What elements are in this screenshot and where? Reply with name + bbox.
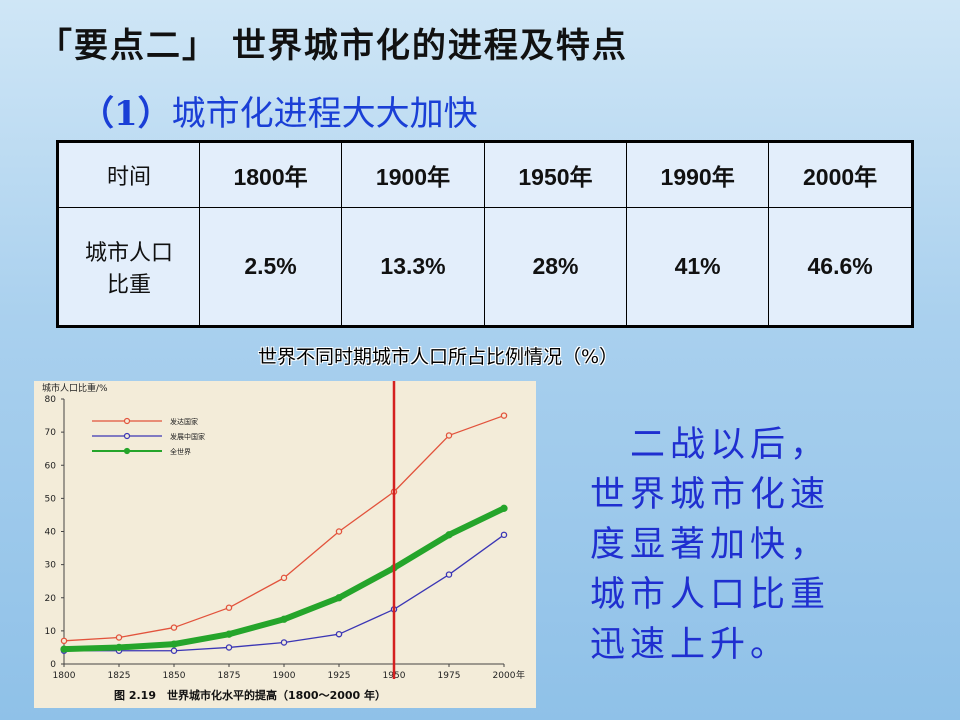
- data-point: [335, 630, 343, 638]
- y-tick-label: 60: [45, 461, 57, 471]
- data-point: [225, 644, 233, 651]
- table-header-cell: 1800年: [198, 140, 343, 209]
- legend-marker: [123, 447, 131, 455]
- x-tick-label: 1975: [438, 671, 461, 681]
- table-cell: 46.6%: [768, 207, 913, 327]
- data-point: [445, 531, 453, 539]
- y-tick-label: 40: [45, 528, 57, 538]
- row-label-line: 城市人口: [84, 240, 173, 266]
- legend-label: 全世界: [170, 447, 191, 456]
- data-point: [115, 634, 123, 641]
- data-point: [170, 640, 178, 648]
- table-row: 城市人口比重 2.5% 13.3% 28% 41% 46.6%: [57, 207, 913, 327]
- data-point: [225, 604, 233, 611]
- x-tick-label: 1875: [218, 671, 241, 681]
- data-point: [280, 639, 288, 646]
- data-point: [60, 645, 68, 653]
- y-tick-label: 30: [45, 561, 57, 571]
- data-point: [170, 624, 178, 631]
- row-label: 城市人口 比重: [57, 207, 200, 327]
- data-point: [500, 504, 508, 512]
- data-point: [115, 643, 123, 652]
- note-line: 城市人口比重: [590, 575, 831, 615]
- data-point: [335, 594, 343, 602]
- x-tick-label: 1925: [328, 671, 351, 681]
- table-header-row: 时间 1800年 1900年 1950年 1990年 2000年: [57, 140, 913, 209]
- chart-svg: 城市人口比重/% 年 0 10 20 30 40 50 60 70 80 1800 1825 1850 18…: [42, 381, 525, 702]
- page-title: 「要点二」 世界城市化的进程及特点: [38, 26, 628, 66]
- table-header-cell: 时间: [57, 140, 200, 209]
- y-tick-label: 50: [45, 494, 57, 504]
- note-text: 二战以后， 世界城市化速 度显著加快， 城市人口比重 迅速上升。: [590, 420, 890, 670]
- data-point: [280, 615, 288, 623]
- data-point: [500, 412, 508, 419]
- table-header-cell: 2000年: [768, 140, 913, 209]
- section-subtitle: （1）城市化进程大大加快: [80, 86, 478, 135]
- urbanization-table: 时间 1800年 1900年 1950年 1990年 2000年 城市人口比重 …: [56, 140, 914, 328]
- table-header-cell: 1950年: [483, 140, 628, 209]
- x-tick-label: 1825: [108, 671, 131, 681]
- chart-caption: 图 2.19 世界城市化水平的提高（1800～2000 年）: [114, 688, 386, 702]
- legend-marker: [123, 432, 131, 440]
- x-tick-label: 1850: [163, 671, 186, 681]
- data-point: [445, 571, 453, 578]
- legend-label: 发达国家: [170, 417, 198, 426]
- data-point: [500, 531, 508, 539]
- urbanization-chart: 城市人口比重/% 年 0 10 20 30 40 50 60 70 80 1800 1825 1850 18…: [34, 381, 536, 708]
- table-header-cell: 1990年: [626, 140, 770, 209]
- data-point: [280, 574, 288, 582]
- note-line: 度显著加快，: [590, 525, 831, 565]
- y-axis-label: 城市人口比重/%: [42, 382, 108, 394]
- table-cell: 2.5%: [198, 207, 343, 327]
- table-header-cell: 1900年: [341, 140, 485, 209]
- data-point: [170, 647, 178, 654]
- y-tick-label: 0: [50, 660, 56, 670]
- series-line: [63, 414, 505, 642]
- series-line: [63, 534, 505, 652]
- row-label-line: 比重: [106, 272, 151, 298]
- data-point: [335, 528, 343, 535]
- x-tick-label: 1800: [53, 671, 76, 681]
- y-tick-label: 10: [45, 627, 57, 637]
- subtitle-text: 城市化进程大大加快: [171, 94, 478, 134]
- y-tick-label: 70: [45, 428, 57, 438]
- table-caption: 世界不同时期城市人口所占比例情况（%）: [258, 346, 619, 368]
- legend-marker: [123, 417, 131, 425]
- table-cell: 28%: [483, 207, 628, 327]
- legend-label: 发展中国家: [170, 432, 205, 441]
- y-tick-label: 20: [45, 594, 57, 604]
- x-tick-label: 2000: [493, 671, 516, 681]
- x-tick-label: 1900: [273, 671, 296, 681]
- y-tick-label: 80: [45, 395, 57, 405]
- note-line: 世界城市化速: [590, 475, 831, 515]
- x-axis-label: 年: [516, 669, 525, 681]
- note-line: 二战以后，: [590, 425, 831, 465]
- data-point: [60, 637, 68, 645]
- data-point: [445, 432, 453, 439]
- data-point: [225, 630, 233, 638]
- table-cell: 41%: [626, 207, 770, 327]
- table-cell: 13.3%: [341, 207, 485, 327]
- subtitle-number: （1）: [80, 94, 172, 134]
- note-line: 迅速上升。: [590, 625, 791, 665]
